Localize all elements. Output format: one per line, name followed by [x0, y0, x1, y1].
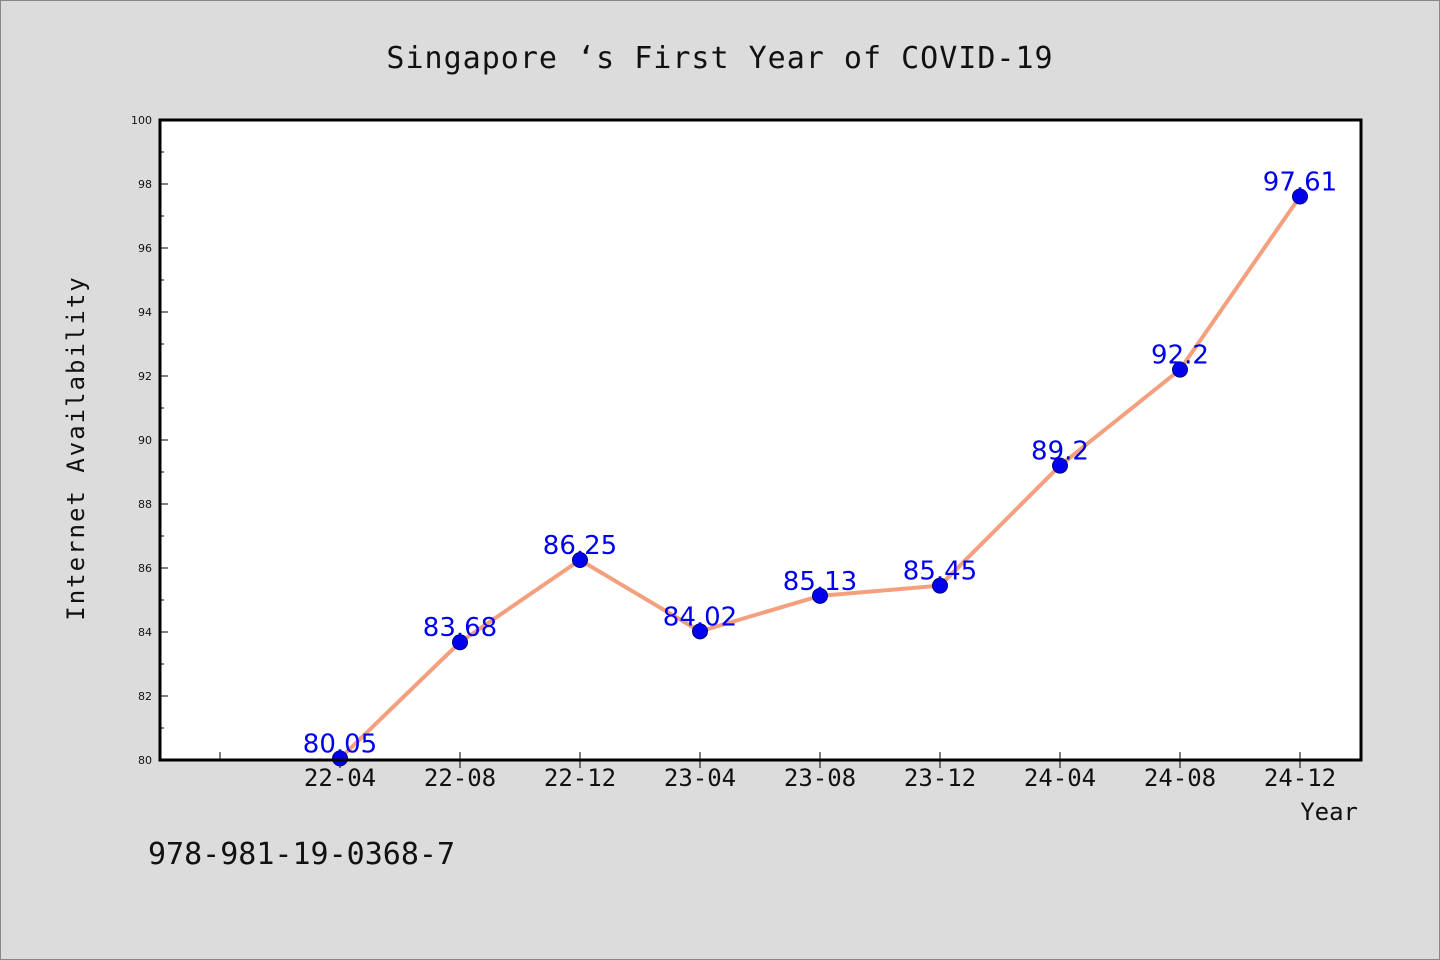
x-tick-label: 24-12: [1264, 764, 1336, 792]
x-axis-label: Year: [1300, 798, 1358, 826]
y-tick-label: 96: [138, 242, 152, 255]
y-tick-label: 90: [138, 434, 152, 447]
x-tick-label: 24-04: [1024, 764, 1096, 792]
x-axis: 22-04 22-08 22-12 23-04 23-08 23-12 24-04 24-08…: [219, 752, 1336, 792]
footnote-isbn: 978-981-19-0368-7: [148, 837, 455, 872]
y-tick-label: 100: [131, 114, 152, 127]
y-tick-label: 94: [138, 306, 152, 319]
series-layer: [332, 188, 1308, 767]
data-point: [812, 587, 828, 604]
data-point: [932, 577, 948, 594]
y-tick-label: 86: [138, 562, 152, 575]
data-label-layer: 80.05 83.68 86.25 84.02 85.13 85.45 89.2 92.2 97…: [303, 167, 1337, 759]
data-point: [452, 634, 468, 651]
chart-title: Singapore ‘s First Year of COVID-19: [386, 41, 1053, 76]
x-tick-label: 23-12: [904, 764, 976, 792]
data-point: [572, 552, 588, 568]
x-tick-label: 24-08: [1144, 764, 1216, 792]
data-label: 89.2: [1031, 437, 1089, 467]
data-point: [1172, 361, 1188, 378]
data-label: 80.05: [303, 729, 377, 759]
data-label: 84.02: [663, 602, 737, 632]
data-point: [692, 623, 708, 640]
y-tick-label: 92: [138, 370, 152, 383]
x-tick-label: 22-04: [304, 764, 376, 792]
y-tick-label: 84: [138, 626, 152, 639]
x-tick-label: 23-08: [784, 764, 856, 792]
data-point: [1052, 457, 1068, 474]
data-label: 85.13: [783, 567, 857, 597]
plot-area: [160, 120, 1361, 760]
y-tick-label: 98: [138, 178, 152, 191]
data-label: 83.68: [423, 613, 497, 643]
data-label: 97.61: [1263, 167, 1337, 197]
data-label: 92.2: [1151, 341, 1209, 371]
data-point: [1292, 188, 1308, 205]
y-tick-label: 88: [138, 498, 152, 511]
y-tick-label: 80: [138, 754, 152, 767]
x-tick-label: 23-04: [664, 764, 736, 792]
x-tick-label: 22-08: [424, 764, 496, 792]
data-point: [332, 750, 348, 767]
plot-frame: [158, 118, 1363, 762]
x-tick-label: 22-12: [544, 764, 616, 792]
data-label: 85.45: [903, 557, 977, 587]
data-label: 86.25: [543, 531, 617, 561]
y-axis-label: Internet Availability: [62, 275, 90, 620]
y-tick-label: 82: [138, 690, 152, 703]
